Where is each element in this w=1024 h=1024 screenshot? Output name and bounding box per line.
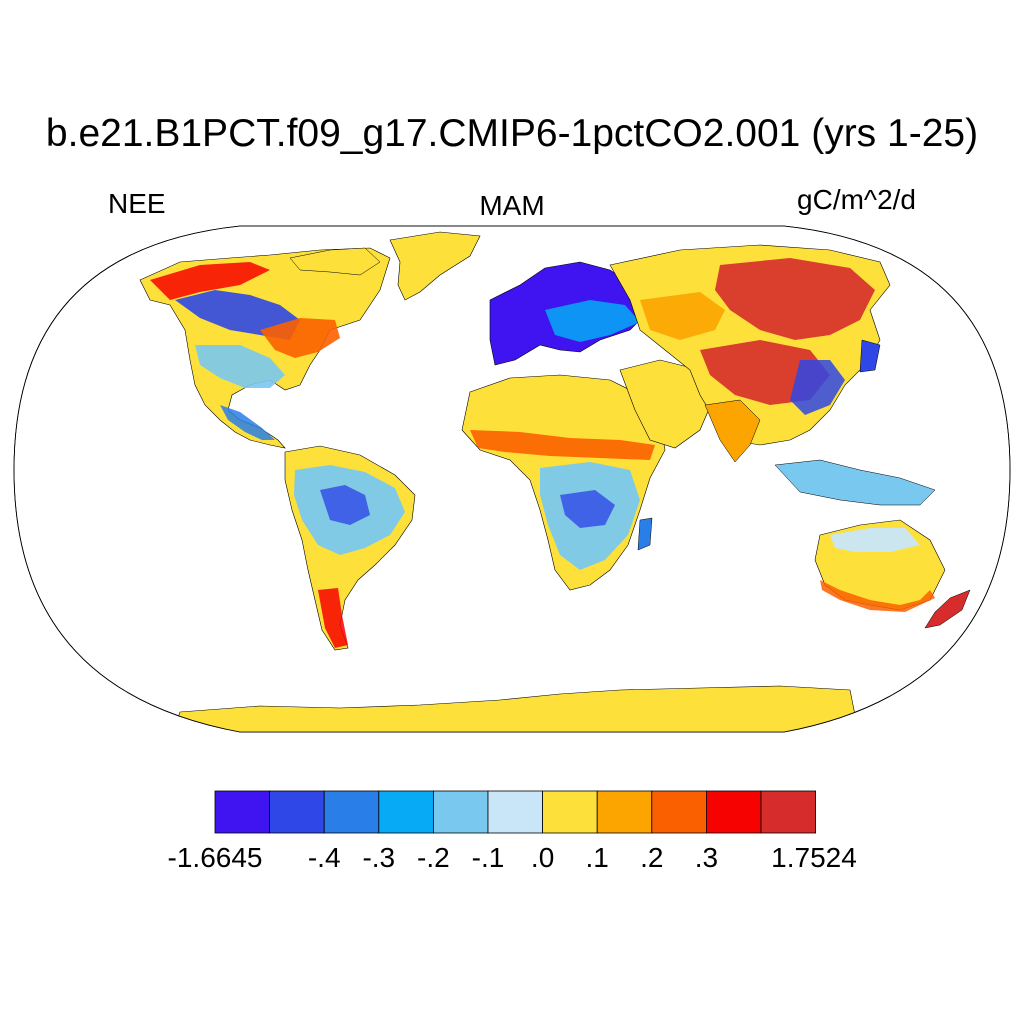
colorbar-tick-label: .3 — [694, 842, 719, 873]
na-south-blue — [195, 345, 285, 388]
colorbar-tick-label: .2 — [640, 842, 664, 873]
season-label: MAM — [479, 190, 545, 221]
india — [704, 399, 761, 463]
colorbar-swatch — [378, 790, 434, 834]
na-east-red — [260, 318, 340, 358]
colorbar-tick-label: 1.7524 — [771, 842, 857, 873]
na-canada-red — [150, 262, 270, 300]
sa-south-red — [318, 588, 348, 648]
se-asia-islands — [774, 459, 936, 506]
colorbar-swatch — [214, 790, 270, 834]
colorbar-swatch — [432, 790, 489, 834]
antarctica — [169, 685, 861, 732]
colorbar-swatch — [269, 790, 325, 834]
colorbar-swatch — [706, 790, 762, 834]
australia-north-blue — [830, 528, 920, 552]
africa-sahel-red — [470, 430, 655, 460]
map-title: b.e21.B1PCT.f09_g17.CMIP6-1pctCO2.001 (y… — [45, 112, 979, 155]
colorbar-tick-label: -.2 — [417, 842, 450, 873]
sa-deep-blue — [320, 485, 370, 525]
colorbar-swatch — [542, 790, 598, 834]
colorbar-swatch — [323, 790, 380, 834]
colorbar-tick-label: -.1 — [471, 842, 505, 873]
europe-light — [545, 300, 640, 342]
madagascar — [637, 517, 653, 551]
asia-russia-red — [715, 258, 875, 340]
greenland — [389, 231, 481, 301]
arctic-islands — [289, 247, 381, 276]
australia-edge-red — [820, 580, 935, 612]
map-outline — [13, 225, 1011, 733]
colorbar-tick-label: -.3 — [362, 842, 396, 873]
colorbar-swatch — [487, 790, 543, 834]
colorbar-tick-label: .1 — [585, 842, 609, 873]
colorbar-swatch — [651, 790, 707, 834]
colorbar-tick-label: -.4 — [307, 842, 341, 873]
variable-label: NEE — [108, 188, 166, 219]
middle-east — [619, 359, 716, 449]
colorbar-tick-label: -1.6645 — [167, 842, 263, 873]
colorbar-tick-label: .0 — [530, 842, 555, 873]
asia-central-orange — [640, 292, 725, 340]
africa-deep-blue — [560, 490, 615, 528]
colorbar-swatch — [760, 790, 816, 834]
new-zealand — [924, 589, 971, 629]
units-label: gC/m^2/d — [797, 184, 916, 215]
japan — [859, 339, 881, 373]
colorbar-swatch — [596, 790, 653, 834]
asia-blue — [790, 360, 845, 415]
na-mexico-blue — [220, 405, 275, 440]
